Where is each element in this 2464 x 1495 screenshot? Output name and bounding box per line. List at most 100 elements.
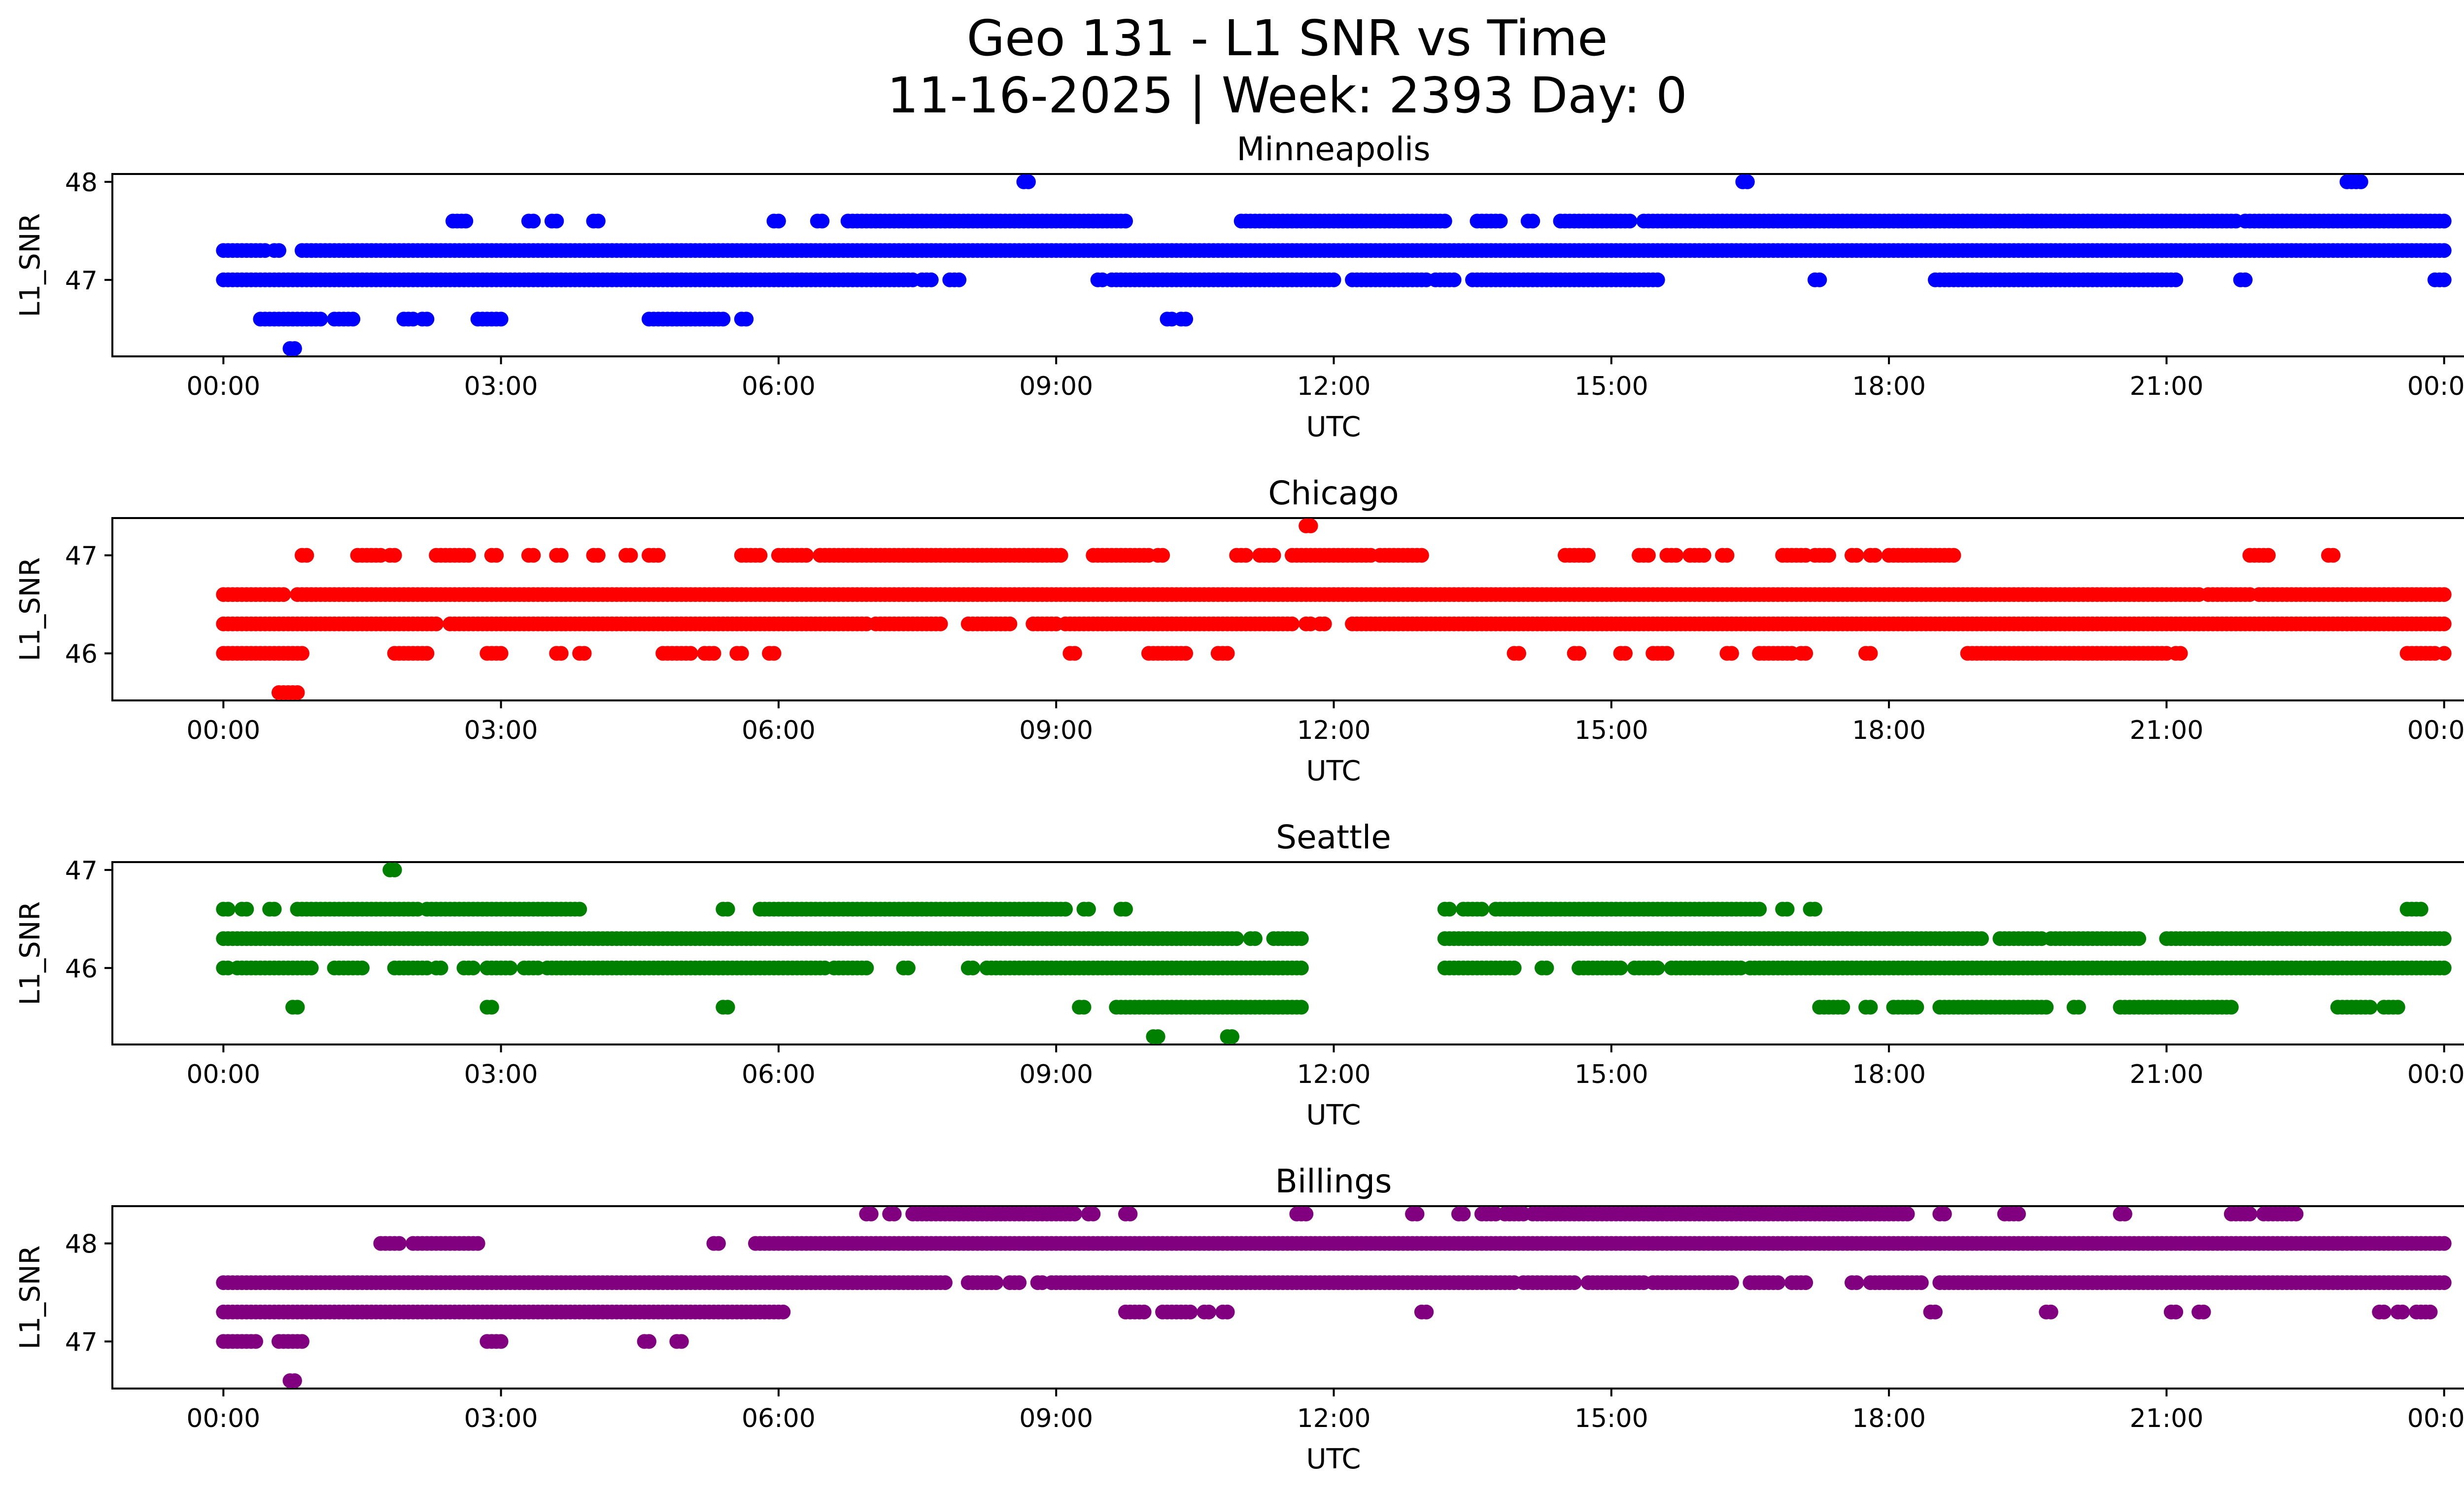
data-point <box>276 587 291 602</box>
y-axis-label: L1_SNR <box>14 901 46 1005</box>
data-point <box>711 1236 726 1251</box>
data-point <box>466 960 481 975</box>
data-point <box>1326 272 1341 287</box>
data-point <box>1183 1304 1198 1320</box>
x-tick-label: 21:00 <box>2129 716 2203 745</box>
y-tick-label: 48 <box>65 168 98 198</box>
x-tick-label: 00:00 <box>186 1060 260 1089</box>
panel-title: Minneapolis <box>1236 130 1430 168</box>
x-tick-label: 00:00 <box>2407 716 2464 745</box>
data-point <box>815 213 830 229</box>
x-tick-label: 09:00 <box>1019 372 1093 401</box>
data-point <box>1220 1304 1235 1320</box>
x-tick-label: 12:00 <box>1297 1060 1371 1089</box>
data-point <box>248 1334 263 1349</box>
x-tick-label: 09:00 <box>1019 1404 1093 1433</box>
data-point <box>1299 1206 1314 1221</box>
data-point <box>1798 1275 1814 1290</box>
data-point <box>734 646 749 661</box>
x-tick-label: 00:00 <box>2407 1404 2464 1433</box>
data-points <box>216 174 2452 356</box>
data-point <box>1752 902 1767 917</box>
data-point <box>2436 272 2452 287</box>
data-point <box>739 312 754 327</box>
data-point <box>526 548 541 563</box>
data-point <box>1641 548 1656 563</box>
data-point <box>1539 960 1554 975</box>
data-point <box>1770 1275 1785 1290</box>
data-point <box>965 960 981 975</box>
data-point <box>1659 646 1675 661</box>
data-point <box>2071 1000 2086 1015</box>
data-point <box>706 646 721 661</box>
data-point <box>1525 213 1540 229</box>
x-axis-label: UTC <box>1306 411 1361 443</box>
data-point <box>590 213 606 229</box>
x-tick-label: 18:00 <box>1852 716 1926 745</box>
data-point <box>650 548 666 563</box>
data-point <box>294 1334 309 1349</box>
y-tick-label: 47 <box>65 542 98 571</box>
data-point <box>2376 1304 2392 1320</box>
data-point <box>2196 1304 2211 1320</box>
x-tick-label: 21:00 <box>2129 372 2203 401</box>
data-point <box>799 548 814 563</box>
data-point <box>1456 1206 1471 1221</box>
data-point <box>2436 960 2452 975</box>
data-point <box>2289 1206 2304 1221</box>
data-point <box>1928 1304 1943 1320</box>
x-axis-ticks: 00:00 03:00 06:00 09:00 12:00 15:00 18:00 21:00… <box>186 700 2464 745</box>
data-point <box>1867 548 1882 563</box>
x-tick-label: 18:00 <box>1852 1060 1926 1089</box>
data-point <box>2436 587 2452 602</box>
x-axis-label: UTC <box>1306 1099 1361 1131</box>
data-point <box>1650 272 1665 287</box>
data-point <box>1178 646 1194 661</box>
data-point <box>1493 213 1508 229</box>
x-tick-label: 00:00 <box>2407 1060 2464 1089</box>
data-point <box>1067 646 1082 661</box>
data-point <box>1622 213 1638 229</box>
data-point <box>1442 902 1457 917</box>
data-point <box>1724 1275 1739 1290</box>
data-point <box>503 960 518 975</box>
data-point <box>2242 1206 2258 1221</box>
data-point <box>863 1206 879 1221</box>
data-point <box>720 1000 735 1015</box>
data-point <box>419 312 435 327</box>
data-point <box>1076 1000 1092 1015</box>
x-tick-label: 06:00 <box>742 1404 816 1433</box>
plot-frame <box>111 517 2464 701</box>
data-point <box>753 548 768 563</box>
data-point <box>1178 312 1194 327</box>
data-point <box>1155 548 1170 563</box>
data-point <box>526 213 541 229</box>
data-point <box>1067 1206 1082 1221</box>
data-point <box>1650 960 1665 975</box>
x-axis-ticks: 00:00 03:00 06:00 09:00 12:00 15:00 18:00 21:00… <box>186 356 2464 401</box>
y-axis-label: L1_SNR <box>14 213 46 317</box>
data-point <box>299 548 314 563</box>
data-point <box>419 646 435 661</box>
data-point <box>933 616 948 631</box>
data-point <box>294 646 309 661</box>
data-point <box>1136 1304 1152 1320</box>
data-point <box>2168 1304 2184 1320</box>
data-point <box>387 548 402 563</box>
data-point <box>771 213 786 229</box>
x-tick-label: 06:00 <box>742 372 816 401</box>
data-point <box>1835 1000 1850 1015</box>
data-point <box>1937 1206 1952 1221</box>
data-point <box>1807 902 1822 917</box>
data-point <box>2131 931 2147 946</box>
data-point <box>1719 548 1735 563</box>
data-point <box>1437 213 1452 229</box>
data-point <box>720 902 735 917</box>
data-point <box>2362 1000 2378 1015</box>
data-point <box>1511 646 1526 661</box>
data-point <box>1446 272 1462 287</box>
data-point <box>2413 902 2429 917</box>
data-point <box>1863 1000 1878 1015</box>
panel-title: Chicago <box>1268 474 1399 512</box>
